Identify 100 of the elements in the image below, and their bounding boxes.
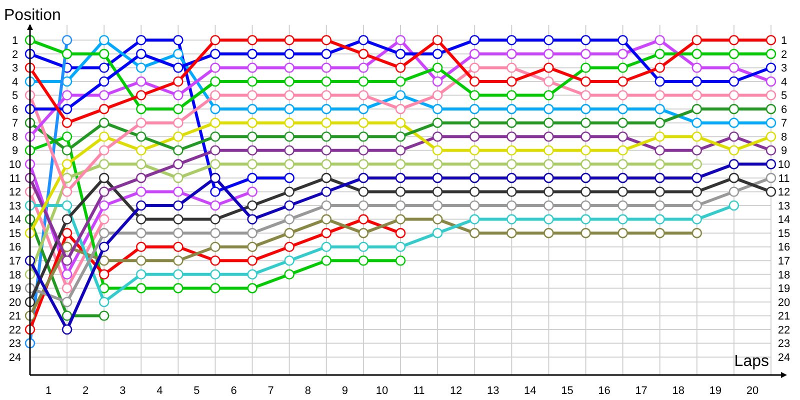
point: [728, 131, 740, 142]
y-tick-label: 2: [12, 48, 18, 61]
y-tick-label: 10: [8, 159, 22, 172]
point: [654, 48, 665, 60]
y-tick-label: 15: [8, 228, 22, 240]
point: [544, 145, 554, 156]
point: [544, 172, 554, 184]
point: [358, 131, 369, 142]
point: [62, 35, 72, 46]
point: [728, 186, 740, 197]
point: [284, 145, 294, 156]
point: [98, 228, 110, 238]
y-tick-label: 23: [8, 338, 22, 350]
point: [654, 131, 665, 142]
point: [98, 35, 110, 46]
point: [284, 48, 294, 60]
point: [98, 242, 110, 252]
point: [321, 214, 332, 224]
point: [432, 159, 443, 170]
point: [692, 48, 702, 60]
point: [654, 145, 665, 156]
point: [766, 76, 776, 87]
point: [395, 214, 406, 224]
point: [395, 131, 406, 142]
point: [210, 228, 220, 238]
point: [395, 172, 406, 184]
point: [247, 172, 258, 184]
point: [210, 269, 220, 280]
point: [321, 104, 332, 114]
point: [432, 186, 443, 197]
point: [469, 228, 480, 238]
y-tick-label: 20: [8, 296, 22, 309]
point: [544, 214, 554, 224]
point: [247, 104, 258, 114]
point: [728, 90, 740, 100]
point: [580, 186, 591, 197]
point: [395, 118, 406, 128]
point: [654, 200, 665, 211]
point: [506, 48, 517, 60]
point: [395, 48, 406, 60]
point: [469, 35, 480, 46]
y2-tick-label: 22: [778, 324, 790, 336]
point: [98, 145, 110, 156]
point: [358, 242, 369, 252]
point: [395, 200, 406, 211]
point: [580, 76, 591, 87]
point: [506, 35, 517, 46]
x-tick-label: 15: [561, 384, 574, 397]
point: [284, 90, 294, 100]
point: [173, 228, 184, 238]
point: [136, 90, 146, 100]
point: [469, 104, 480, 114]
x-tick-label: 14: [524, 384, 536, 397]
point: [506, 200, 517, 211]
point: [210, 118, 220, 128]
point: [692, 62, 702, 73]
point: [136, 283, 146, 294]
point: [506, 76, 517, 87]
point: [618, 159, 628, 170]
point: [173, 104, 184, 114]
y-tick-label: 14: [8, 214, 22, 226]
point: [62, 324, 72, 335]
point: [432, 200, 443, 211]
point: [173, 242, 184, 252]
point: [321, 48, 332, 60]
y-tick-label: 11: [9, 172, 21, 185]
point: [210, 255, 220, 266]
point: [654, 172, 665, 184]
point: [654, 118, 665, 128]
y2-tick-label: 3: [780, 62, 788, 75]
point: [247, 131, 258, 142]
y-tick-label: 4: [12, 76, 18, 88]
point: [692, 90, 702, 100]
point: [654, 104, 665, 114]
point: [395, 35, 406, 46]
point: [469, 200, 480, 211]
point: [544, 76, 554, 87]
point: [692, 200, 702, 211]
point: [321, 76, 332, 87]
y-tick-label: 13: [8, 200, 22, 212]
point: [544, 228, 554, 238]
point: [321, 172, 332, 184]
point: [173, 172, 184, 184]
point: [62, 186, 72, 197]
point: [173, 159, 184, 170]
y2-tick-label: 24: [778, 352, 790, 364]
point: [469, 48, 480, 60]
point: [618, 145, 628, 156]
point: [321, 186, 332, 197]
y2-tick-label: 8: [780, 131, 788, 144]
y-tick-label: 16: [8, 242, 22, 254]
point: [136, 214, 146, 224]
y-tick-label: 19: [8, 283, 22, 296]
point: [469, 172, 480, 184]
point: [247, 200, 258, 211]
point: [358, 172, 369, 184]
point: [544, 90, 554, 100]
y2-tick-label: 10: [778, 159, 790, 172]
point: [62, 214, 72, 224]
point: [284, 214, 294, 224]
